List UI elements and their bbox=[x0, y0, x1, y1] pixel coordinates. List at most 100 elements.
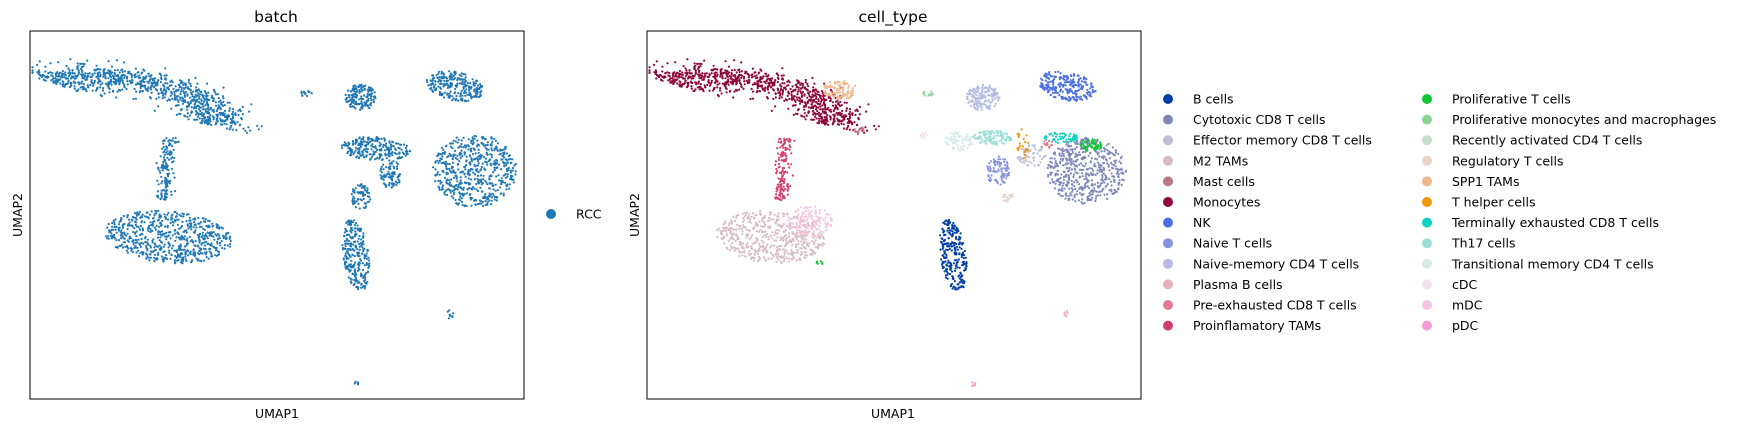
data-point bbox=[79, 86, 82, 89]
data-point bbox=[438, 93, 442, 96]
data-point bbox=[800, 243, 804, 246]
data-point bbox=[817, 245, 820, 248]
data-point bbox=[97, 81, 100, 84]
data-point bbox=[181, 102, 185, 105]
data-point bbox=[674, 61, 677, 64]
data-point bbox=[440, 70, 443, 73]
data-point bbox=[747, 215, 750, 218]
data-point bbox=[790, 98, 793, 101]
data-point bbox=[112, 219, 115, 222]
data-point bbox=[31, 71, 34, 74]
data-point bbox=[813, 82, 816, 85]
data-point bbox=[147, 217, 150, 220]
data-point bbox=[172, 221, 175, 224]
data-point bbox=[783, 257, 786, 261]
data-point bbox=[197, 94, 200, 97]
data-point bbox=[766, 88, 770, 91]
data-point bbox=[499, 192, 502, 195]
data-point bbox=[366, 191, 369, 194]
data-point bbox=[504, 147, 507, 150]
data-point bbox=[767, 257, 770, 260]
data-point bbox=[133, 87, 136, 91]
data-point bbox=[805, 241, 809, 244]
data-point bbox=[764, 72, 767, 75]
data-point bbox=[791, 85, 794, 88]
data-point bbox=[391, 151, 394, 154]
data-point bbox=[388, 181, 391, 185]
data-point bbox=[84, 75, 87, 78]
data-point bbox=[716, 236, 719, 239]
data-point bbox=[214, 91, 217, 94]
data-point bbox=[436, 154, 439, 158]
data-point bbox=[361, 107, 364, 110]
data-point bbox=[189, 96, 192, 99]
data-point bbox=[465, 192, 469, 195]
data-point bbox=[866, 129, 869, 132]
data-point bbox=[833, 108, 836, 111]
data-point bbox=[734, 246, 737, 249]
data-point bbox=[212, 235, 215, 238]
data-point bbox=[474, 88, 477, 91]
data-point bbox=[738, 68, 741, 71]
data-point bbox=[505, 188, 508, 191]
data-point bbox=[463, 153, 466, 156]
data-point bbox=[134, 75, 137, 78]
data-point bbox=[762, 245, 765, 248]
data-point bbox=[812, 107, 815, 110]
data-point bbox=[379, 143, 382, 146]
data-point bbox=[192, 249, 195, 252]
data-point bbox=[110, 65, 113, 68]
data-point bbox=[239, 109, 242, 113]
data-point bbox=[217, 253, 220, 256]
data-point bbox=[797, 88, 800, 91]
data-point bbox=[362, 192, 365, 195]
data-point bbox=[690, 81, 693, 84]
data-point bbox=[353, 197, 356, 200]
data-point bbox=[809, 107, 813, 110]
data-point bbox=[774, 105, 777, 108]
data-point bbox=[474, 82, 477, 85]
data-point bbox=[344, 247, 347, 250]
data-point bbox=[354, 187, 357, 190]
data-point bbox=[123, 76, 126, 79]
data-point bbox=[802, 245, 806, 248]
data-point bbox=[226, 101, 229, 104]
data-point bbox=[435, 87, 438, 90]
data-point bbox=[480, 183, 483, 186]
data-point bbox=[451, 142, 454, 145]
data-point bbox=[128, 70, 131, 74]
data-point bbox=[831, 101, 835, 104]
data-point bbox=[467, 177, 470, 180]
data-point bbox=[858, 113, 862, 116]
data-point bbox=[755, 251, 758, 254]
data-point bbox=[448, 70, 451, 73]
data-point bbox=[163, 96, 166, 99]
data-point bbox=[447, 317, 451, 320]
data-point bbox=[360, 243, 363, 246]
data-point bbox=[160, 74, 163, 77]
data-point bbox=[480, 165, 483, 169]
data-point bbox=[147, 72, 150, 75]
data-point bbox=[147, 229, 150, 233]
data-point bbox=[693, 62, 696, 65]
data-point bbox=[394, 142, 398, 145]
data-point bbox=[210, 244, 213, 247]
data-point bbox=[432, 76, 435, 79]
data-point bbox=[123, 85, 126, 88]
data-point bbox=[746, 242, 749, 245]
data-point bbox=[502, 192, 505, 195]
data-point bbox=[135, 230, 138, 233]
data-point bbox=[73, 87, 76, 90]
data-point bbox=[181, 220, 184, 223]
data-point bbox=[156, 179, 159, 182]
data-point bbox=[150, 81, 153, 85]
data-point bbox=[790, 241, 793, 244]
data-point bbox=[139, 86, 142, 90]
data-point bbox=[399, 143, 402, 146]
data-point bbox=[118, 239, 121, 242]
data-point bbox=[170, 139, 173, 142]
data-point bbox=[775, 187, 778, 190]
data-point bbox=[458, 182, 461, 185]
data-point bbox=[230, 119, 234, 122]
